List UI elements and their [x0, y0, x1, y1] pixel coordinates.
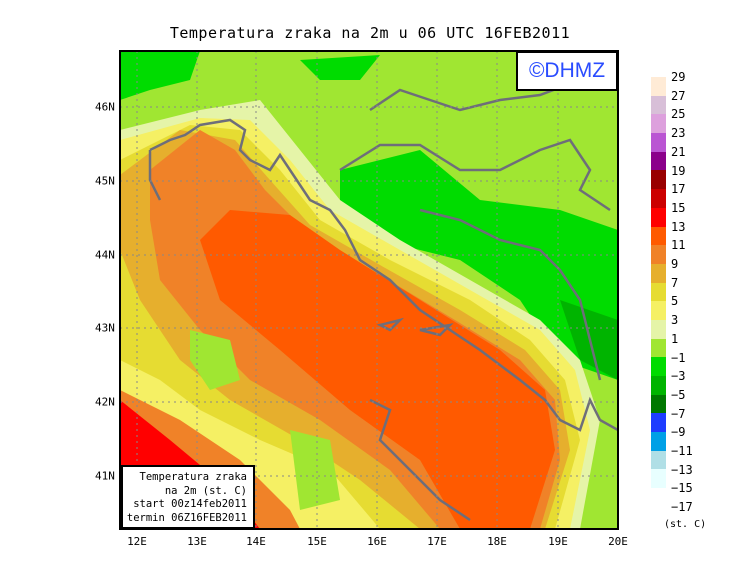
- legend-swatch: [651, 432, 666, 451]
- legend-swatch: [651, 376, 666, 395]
- y-tick-label: 43N: [95, 321, 115, 335]
- legend-label: −15: [671, 481, 693, 496]
- legend-swatch: [651, 189, 666, 208]
- legend-label: 11: [671, 238, 686, 253]
- map-frame: [119, 50, 619, 530]
- coastline-borders: [148, 68, 618, 522]
- legend-label: 3: [671, 313, 679, 328]
- legend-label: 5: [671, 294, 679, 309]
- y-tick-label: 46N: [95, 100, 115, 114]
- y-tick-label: 44N: [95, 248, 115, 262]
- x-tick-label: 19E: [548, 535, 568, 548]
- legend-label: 29: [671, 70, 686, 84]
- legend-swatch: [651, 95, 666, 115]
- legend-swatch: [651, 450, 666, 470]
- graticule: [120, 51, 618, 529]
- legend-swatch: [651, 394, 666, 414]
- legend-label: 27: [671, 88, 686, 103]
- x-tick-label: 17E: [427, 535, 447, 548]
- legend-label: 9: [671, 257, 679, 271]
- legend-label: 1: [671, 331, 679, 346]
- x-tick-label: 13E: [187, 535, 207, 548]
- legend-label: −1: [671, 350, 686, 365]
- legend-swatch: [651, 226, 666, 246]
- legend-swatch: [651, 282, 666, 302]
- legend-swatch: [651, 133, 666, 152]
- legend-label: 19: [671, 163, 686, 178]
- legend-swatch: [651, 357, 666, 376]
- legend-swatch: [651, 338, 666, 358]
- legend-swatch: [651, 245, 666, 264]
- info-line: termin 06Z16FEB2011: [126, 511, 247, 524]
- legend-label: −5: [671, 387, 686, 402]
- legend-label: −11: [671, 444, 693, 458]
- legend-label: 21: [671, 144, 686, 159]
- legend-label: −3: [671, 369, 686, 384]
- legend-label: −13: [671, 462, 693, 477]
- info-line: na 2m (st. C): [164, 484, 247, 497]
- x-tick-label: 14E: [246, 535, 266, 548]
- dhmz-logo: ©DHMZ: [516, 51, 618, 91]
- color-legend: 29 27 25 23 21 19 17 15 13 11 9 7 5 3 1 −1 −3 −5 −7 −9 −11 −1…: [651, 70, 693, 514]
- temperature-field: [120, 51, 618, 529]
- legend-swatch: [651, 263, 666, 283]
- info-line: Temperatura zraka: [139, 471, 247, 483]
- legend-label: −9: [671, 425, 686, 440]
- legend-label: −7: [671, 406, 686, 421]
- legend-swatch: [651, 114, 666, 134]
- legend-swatch: [651, 469, 666, 489]
- legend-label: 25: [671, 107, 686, 122]
- y-tick-label: 41N: [95, 469, 115, 483]
- legend-unit: (st. C): [664, 519, 707, 530]
- legend-label: 17: [671, 182, 686, 197]
- map-title: Temperatura zraka na 2m u 06 UTC 16FEB20…: [169, 24, 571, 42]
- legend-label: 7: [671, 275, 679, 290]
- legend-label: 23: [671, 126, 686, 141]
- legend-swatch: [651, 207, 666, 227]
- legend-label: 15: [671, 200, 686, 215]
- x-tick-label: 12E: [127, 535, 147, 548]
- legend-swatch: [651, 170, 666, 190]
- legend-swatch: [651, 319, 666, 339]
- x-tick-label: 20E: [608, 535, 628, 548]
- legend-swatch: [651, 151, 666, 171]
- info-box: Temperatura zraka na 2m (st. C) start 00…: [121, 465, 255, 529]
- x-tick-label: 15E: [307, 535, 327, 548]
- y-tick-label: 42N: [95, 395, 115, 409]
- x-tick-label: 18E: [487, 535, 507, 548]
- legend-label: 13: [671, 219, 686, 234]
- y-tick-label: 45N: [95, 174, 115, 188]
- info-line: start 00z14feb2011: [133, 498, 247, 510]
- legend-swatch: [651, 77, 666, 96]
- legend-swatch: [651, 301, 666, 320]
- legend-label: −17: [671, 500, 693, 515]
- x-tick-label: 16E: [367, 535, 387, 548]
- legend-swatch: [651, 413, 666, 433]
